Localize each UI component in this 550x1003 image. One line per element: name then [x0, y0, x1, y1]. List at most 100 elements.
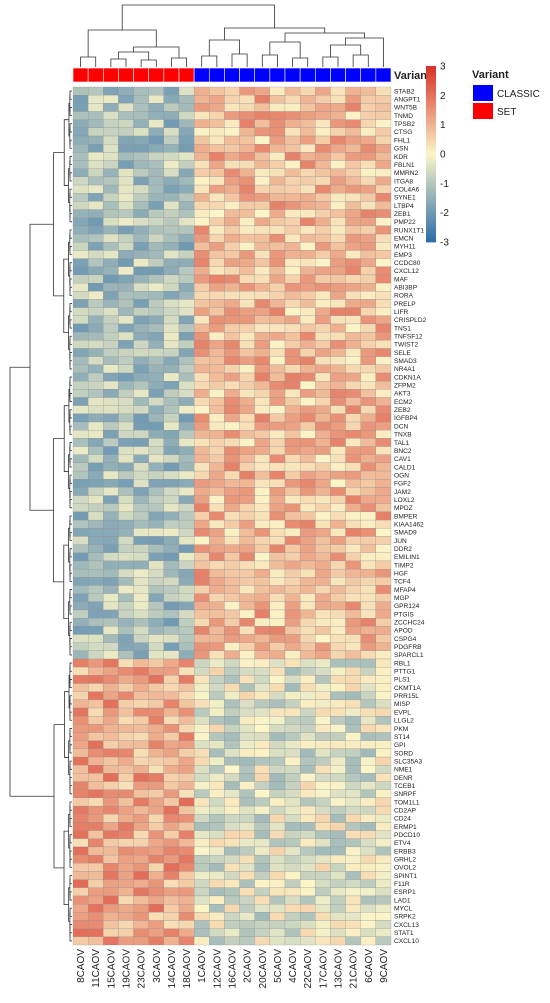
- heatmap-cell: [375, 332, 392, 341]
- heatmap-cell: [315, 217, 331, 227]
- heatmap-cell: [72, 536, 89, 545]
- sample-label: 1CAOV: [197, 949, 208, 983]
- heatmap-cell: [118, 217, 134, 227]
- heatmap-cell: [103, 356, 119, 365]
- heatmap-cell: [72, 895, 89, 905]
- heatmap-cell: [209, 887, 225, 897]
- heatmap-cell: [118, 928, 134, 937]
- heatmap-cell: [269, 699, 286, 709]
- heatmap-cell: [330, 601, 346, 611]
- heatmap-cell: [72, 144, 89, 153]
- heatmap-cell: [345, 503, 361, 513]
- heatmap-cell: [224, 863, 240, 872]
- heatmap-cell: [300, 413, 316, 423]
- heatmap-cell: [209, 225, 225, 235]
- heatmap-cell: [133, 854, 149, 864]
- heatmap-cell: [88, 397, 104, 406]
- heatmap-cell: [330, 765, 346, 774]
- heatmap-cell: [284, 250, 301, 259]
- heatmap-cell: [194, 544, 210, 553]
- heatmap-cell: [315, 307, 331, 316]
- heatmap-cell: [133, 732, 149, 741]
- dendrogram-branch: [69, 278, 72, 292]
- heatmap-cell: [163, 193, 180, 202]
- sample-label: 20CAOV: [258, 949, 269, 989]
- heatmap-cell: [375, 585, 392, 594]
- heatmap-cell: [254, 634, 270, 643]
- heatmap-cell: [118, 144, 134, 153]
- heatmap-cell: [133, 773, 149, 782]
- heatmap-cell: [133, 438, 149, 447]
- heatmap-cell: [194, 266, 210, 276]
- heatmap-cell: [269, 716, 286, 725]
- variant-annotation-cell: [102, 67, 119, 83]
- heatmap-cell: [224, 879, 240, 888]
- heatmap-cell: [254, 797, 270, 807]
- heatmap-cell: [163, 470, 180, 480]
- heatmap-cell: [345, 184, 361, 194]
- heatmap-cell: [254, 716, 270, 725]
- heatmap-cell: [345, 421, 361, 431]
- dendrogram-branch: [69, 303, 72, 313]
- heatmap-cell: [269, 634, 286, 643]
- heatmap-cell: [239, 618, 255, 627]
- gene-label: PTGIS: [394, 611, 414, 618]
- heatmap-cell: [330, 495, 346, 504]
- heatmap-cell: [72, 863, 89, 872]
- heatmap-cell: [269, 511, 286, 521]
- gene-label: F11R: [394, 881, 410, 888]
- heatmap-cell: [269, 585, 286, 594]
- heatmap-cell: [239, 323, 255, 333]
- heatmap-cell: [284, 822, 301, 831]
- variant-annotation-cell: [133, 67, 150, 83]
- heatmap-cell: [284, 127, 301, 137]
- heatmap-cell: [148, 315, 164, 325]
- heatmap-cell: [315, 258, 331, 267]
- heatmap-cell: [254, 168, 270, 178]
- heatmap-cell: [239, 740, 255, 750]
- heatmap-cell: [345, 233, 361, 243]
- heatmap-cell: [194, 356, 210, 365]
- heatmap-cell: [239, 299, 255, 308]
- heatmap-cell: [269, 307, 286, 316]
- dendrogram-branch: [201, 55, 218, 67]
- heatmap-cell: [133, 168, 149, 178]
- heatmap-cell: [88, 642, 104, 651]
- heatmap-cell: [315, 585, 331, 594]
- heatmap-cell: [239, 389, 255, 398]
- heatmap-cell: [375, 144, 392, 153]
- heatmap-cell: [360, 912, 376, 921]
- heatmap-cell: [224, 838, 240, 848]
- heatmap-cell: [178, 389, 195, 398]
- heatmap-cell: [300, 511, 316, 521]
- heatmap-cell: [239, 609, 255, 619]
- heatmap-cell: [133, 421, 149, 431]
- heatmap-cell: [103, 421, 119, 431]
- heatmap-cell: [269, 397, 286, 406]
- heatmap-cell: [118, 323, 134, 333]
- dendrogram-branch: [69, 335, 72, 345]
- heatmap-cell: [72, 258, 89, 267]
- heatmap-cell: [254, 487, 270, 496]
- heatmap-cell: [254, 103, 270, 112]
- gene-label: KIAA1462: [394, 521, 424, 528]
- heatmap-cell: [360, 936, 376, 946]
- heatmap-cell: [88, 103, 104, 112]
- heatmap-cell: [360, 609, 376, 619]
- sample-label: 9CAOV: [379, 949, 390, 983]
- heatmap-cell: [118, 127, 134, 137]
- heatmap-cell: [345, 863, 361, 872]
- heatmap-cell: [148, 642, 164, 651]
- gene-label: MYCL: [394, 906, 413, 913]
- heatmap-cell: [284, 854, 301, 864]
- heatmap-cell: [72, 732, 89, 741]
- heatmap-cell: [254, 912, 270, 921]
- heatmap-cell: [178, 773, 195, 782]
- heatmap-cell: [118, 225, 134, 235]
- heatmap-cell: [163, 176, 180, 186]
- heatmap-cell: [375, 397, 392, 406]
- heatmap-cell: [209, 740, 225, 750]
- heatmap-cell: [103, 372, 119, 382]
- heatmap-cell: [103, 822, 119, 831]
